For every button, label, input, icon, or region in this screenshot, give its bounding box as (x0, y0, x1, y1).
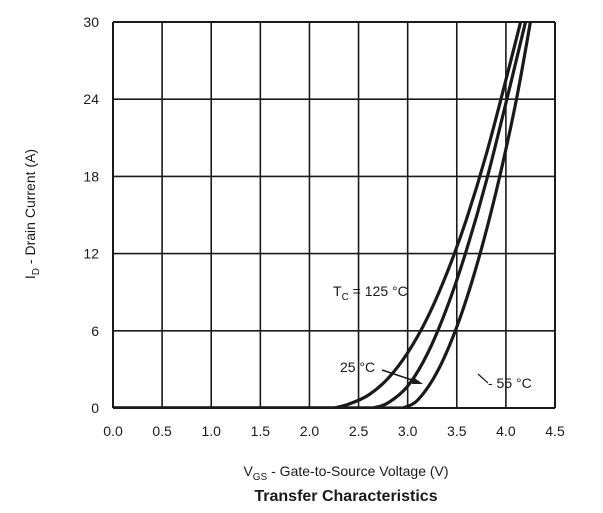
y-tick-label: 24 (83, 91, 99, 107)
x-tick-label: 4.0 (496, 423, 516, 439)
x-axis-ticks: 0.0 0.5 1.0 1.5 2.0 2.5 3.0 3.5 4.0 4.5 (103, 423, 565, 439)
x-tick-label: 3.0 (398, 423, 418, 439)
series-label-25c-arrowhead (412, 377, 423, 384)
y-tick-label: 0 (91, 400, 99, 416)
series-label-minus55c-pointer (477, 373, 489, 384)
curve-125c (113, 21, 523, 409)
x-tick-label: 2.0 (300, 423, 320, 439)
series-label-25c: 25 °C (340, 359, 375, 375)
y-tick-label: 6 (91, 323, 99, 339)
grid (112, 21, 556, 409)
x-axis-label: VGS - Gate-to-Source Voltage (V) (243, 463, 448, 483)
curve-25c (113, 21, 528, 409)
curves (113, 21, 532, 409)
series-label-25c-pointer (381, 369, 419, 383)
y-tick-label: 18 (83, 168, 99, 184)
x-tick-label: 4.5 (545, 423, 565, 439)
x-tick-label: 0.5 (152, 423, 172, 439)
x-tick-label: 3.5 (447, 423, 467, 439)
y-tick-label: 30 (83, 14, 99, 30)
chart-title: Transfer Characteristics (254, 488, 437, 505)
x-tick-label: 1.0 (201, 423, 221, 439)
curve-minus55c (113, 21, 532, 409)
x-tick-label: 0.0 (103, 423, 123, 439)
x-tick-label: 1.5 (251, 423, 271, 439)
x-tick-label: 2.5 (349, 423, 369, 439)
y-axis-label: ID - Drain Current (A) (22, 149, 42, 279)
series-label-125c: TC = 125 °C (333, 283, 408, 303)
y-axis-ticks: 0 6 12 18 24 30 (83, 14, 99, 416)
y-tick-label: 12 (83, 246, 99, 262)
series-label-minus55c: - 55 °C (488, 375, 532, 391)
